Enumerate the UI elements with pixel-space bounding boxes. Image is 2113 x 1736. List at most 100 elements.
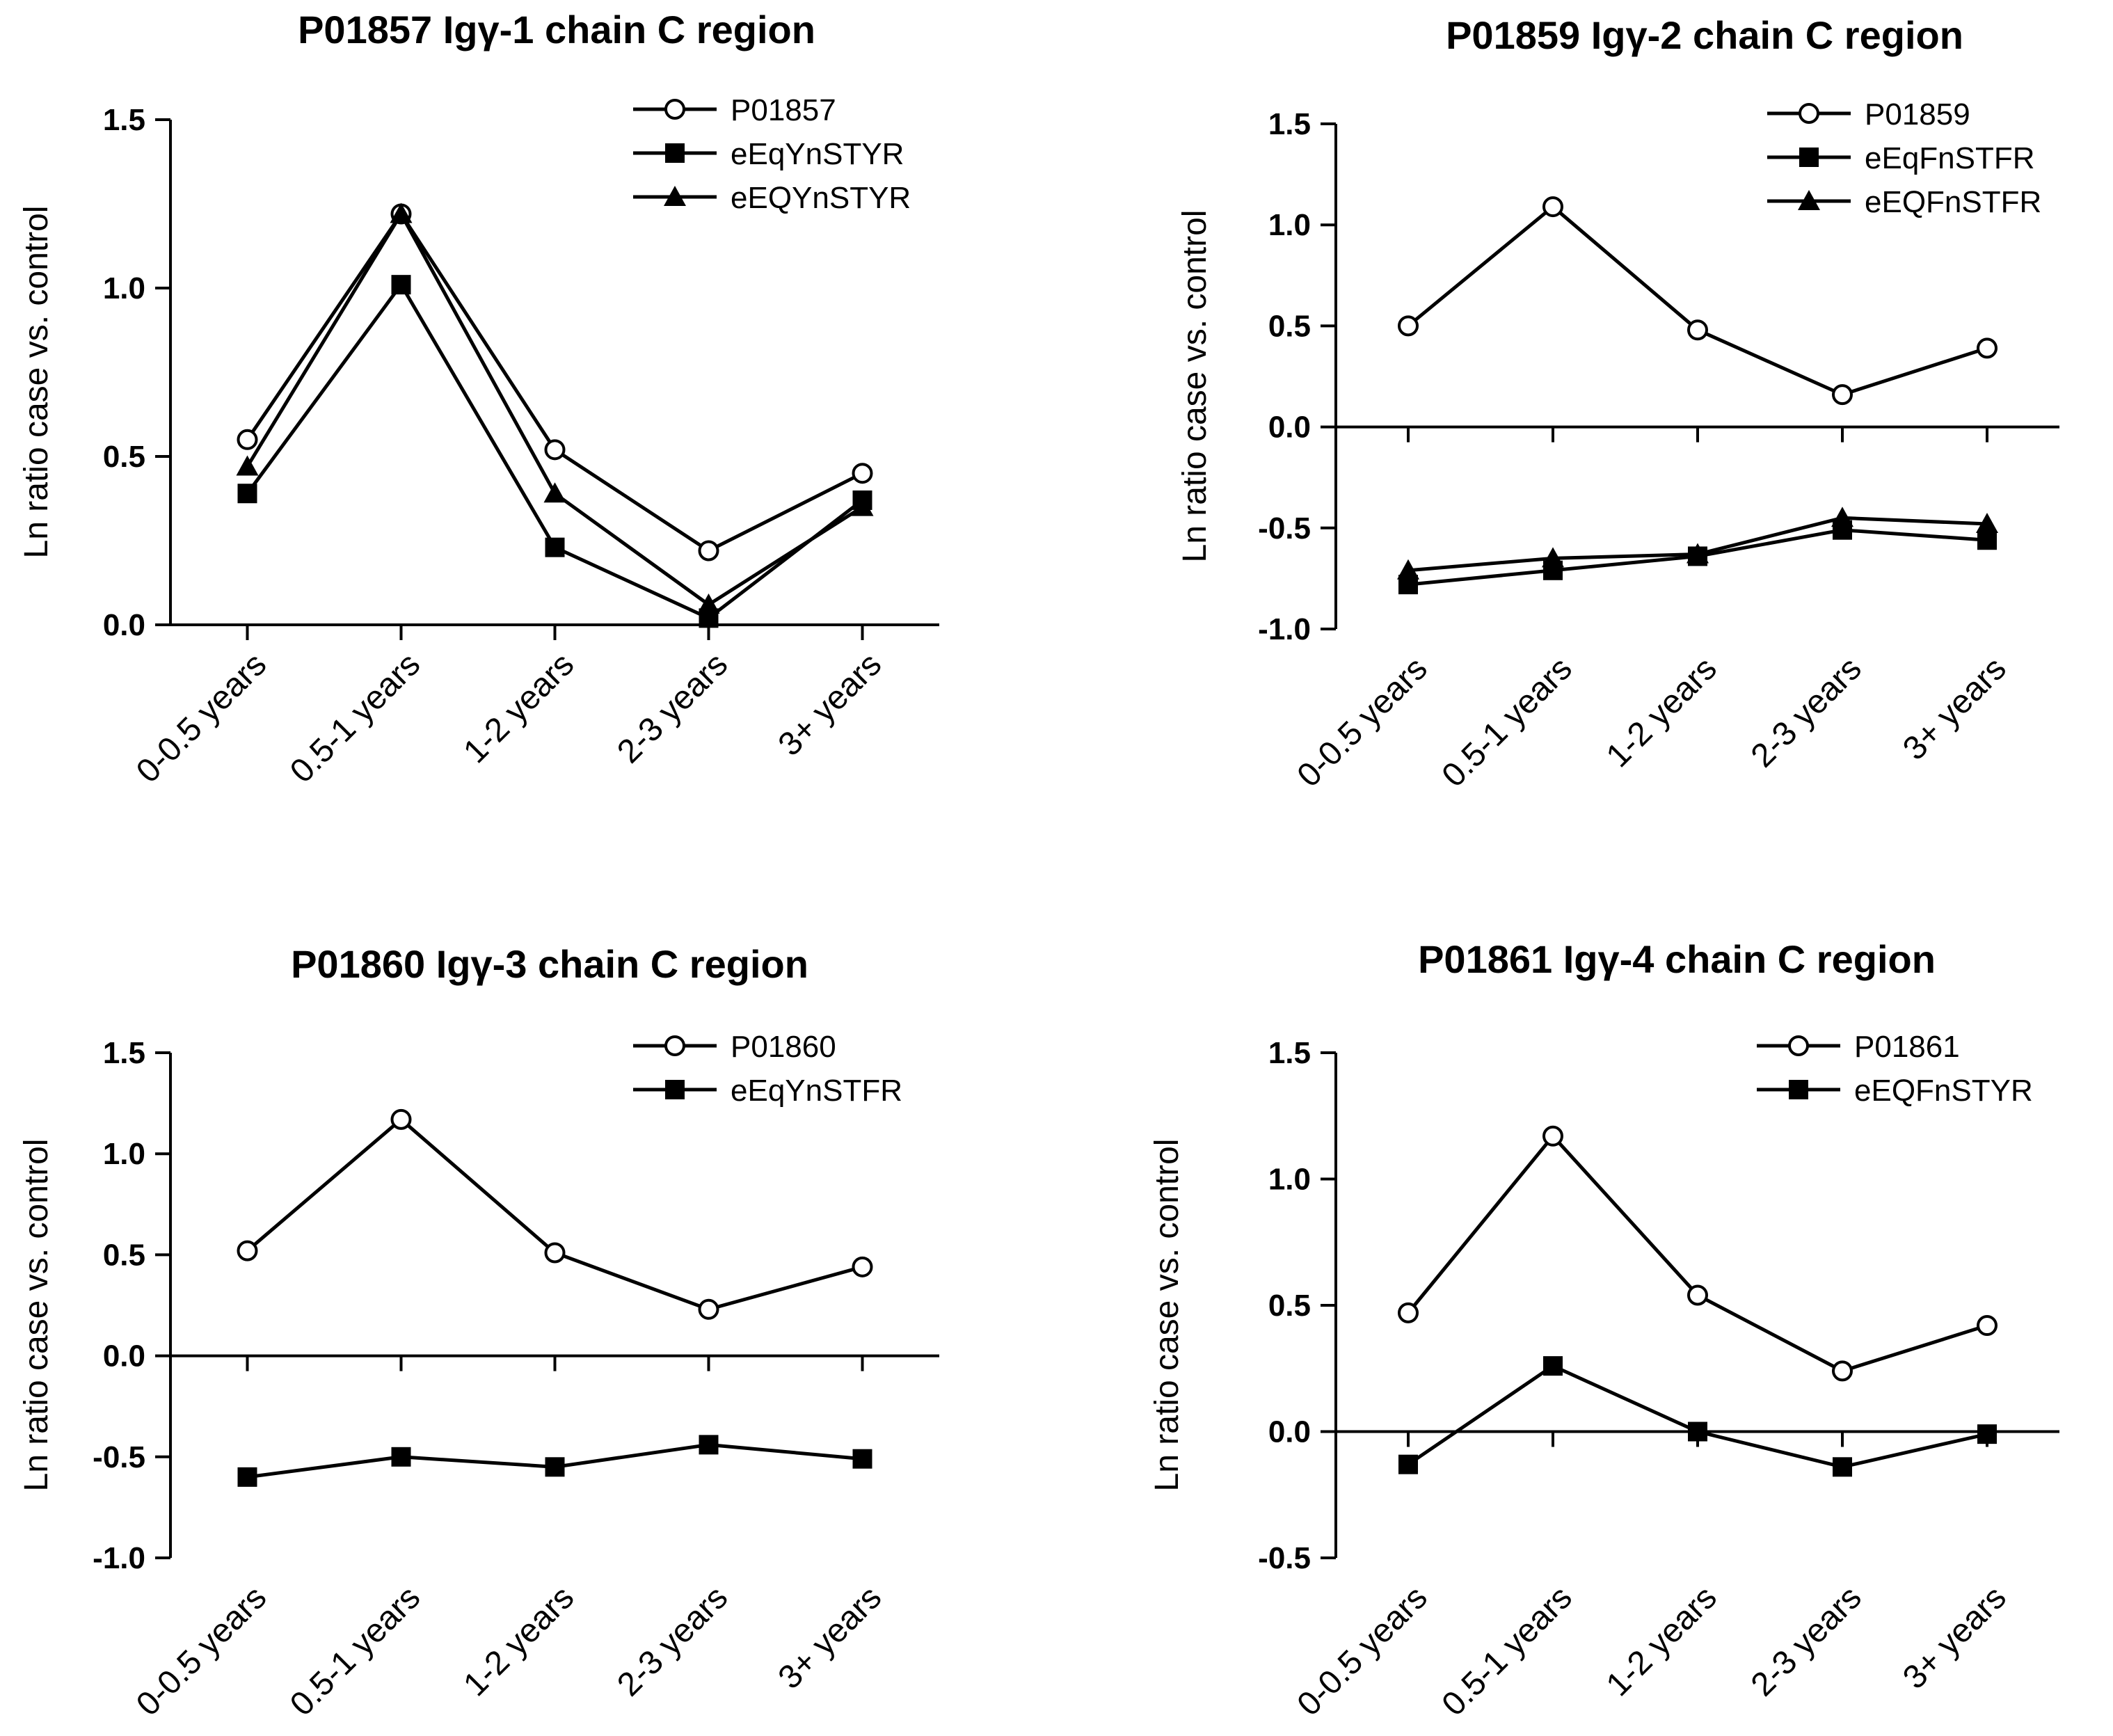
y-axis-label: Ln ratio case vs. control: [18, 206, 55, 559]
chart-panel-igg4: P01861 Igγ-4 chain C region Ln ratio cas…: [1149, 937, 2059, 1723]
x-tick-label: 3+ years: [772, 646, 889, 763]
data-point: [852, 1449, 872, 1469]
chart-title: P01857 Igγ-1 chain C region: [298, 8, 815, 51]
data-point: [1833, 1457, 1852, 1477]
data-point: [1976, 512, 1998, 533]
data-point: [1397, 559, 1419, 580]
y-tick-label: 1.5: [103, 1036, 145, 1070]
data-point: [698, 1298, 719, 1320]
x-tick-label: 0-0.5 years: [1291, 1579, 1435, 1723]
legend-marker: [1788, 1035, 1809, 1056]
y-tick-label: -0.5: [1258, 511, 1311, 546]
x-tick-label: 0-0.5 years: [1291, 650, 1435, 794]
y-tick-label: 1.0: [103, 271, 145, 305]
y-axis-label: Ln ratio case vs. control: [18, 1139, 55, 1492]
y-tick-label: 1.5: [103, 103, 145, 137]
x-tick-label: 3+ years: [772, 1579, 889, 1696]
data-point: [544, 439, 566, 461]
y-axis-label: Ln ratio case vs. control: [1149, 1139, 1186, 1492]
legend-label: eEQFnSTFR: [1865, 185, 2041, 219]
x-tick-label: 2-3 years: [1744, 650, 1869, 774]
data-point: [237, 1240, 258, 1261]
chart-title: P01861 Igγ-4 chain C region: [1418, 937, 1936, 981]
y-tick-label: 0.5: [103, 440, 145, 474]
data-point: [1542, 1125, 1563, 1147]
legend-label: P01859: [1865, 97, 1970, 132]
data-point: [697, 593, 720, 614]
x-tick-label: 2-3 years: [610, 1579, 735, 1703]
legend-label: P01860: [731, 1030, 836, 1064]
legend-marker: [1789, 1080, 1808, 1099]
legend-marker: [1799, 148, 1819, 167]
x-tick-label: 1-2 years: [456, 646, 581, 770]
data-point: [852, 463, 873, 484]
data-point: [237, 429, 258, 450]
data-point: [1687, 543, 1709, 564]
data-point: [1977, 1424, 1997, 1444]
y-tick-label: 0.0: [1268, 411, 1311, 445]
data-point: [1543, 1356, 1563, 1376]
x-tick-label: 0.5-1 years: [1435, 1579, 1579, 1723]
legend-marker: [664, 99, 685, 120]
y-tick-label: -0.5: [1258, 1541, 1311, 1575]
chart-panel-igg3: P01860 Igγ-3 chain C region Ln ratio cas…: [18, 942, 939, 1723]
data-point: [1832, 384, 1853, 406]
data-point: [1542, 196, 1563, 218]
data-point: [390, 202, 413, 223]
data-point: [1687, 1284, 1708, 1306]
x-tick-label: 0.5-1 years: [283, 1579, 427, 1723]
data-point: [1542, 547, 1564, 568]
y-tick-label: 1.0: [1268, 1163, 1311, 1197]
series-line: [1407, 204, 1988, 397]
data-point: [543, 482, 566, 503]
x-tick-label: 2-3 years: [1744, 1579, 1869, 1703]
data-point: [851, 495, 874, 516]
data-point: [1831, 507, 1853, 527]
series-line: [246, 1117, 863, 1312]
chart-panel-igg2: P01859 Igγ-2 chain C region Ln ratio cas…: [1177, 13, 2059, 795]
legend-marker: [1798, 190, 1820, 210]
legend-label: P01861: [1854, 1030, 1960, 1064]
data-point: [698, 540, 719, 562]
y-tick-label: -1.0: [93, 1541, 145, 1575]
y-tick-label: 0.5: [1268, 1289, 1311, 1323]
data-point: [1977, 1315, 1998, 1337]
data-point: [391, 275, 411, 295]
data-point: [390, 1108, 412, 1130]
x-tick-label: 0-0.5 years: [129, 646, 273, 790]
y-tick-label: 0.0: [1268, 1415, 1311, 1449]
y-tick-label: 0.0: [103, 608, 145, 642]
data-point: [544, 1242, 566, 1264]
data-point: [236, 455, 259, 476]
chart-title: P01859 Igγ-2 chain C region: [1446, 13, 1963, 57]
legend-marker: [665, 1080, 685, 1099]
y-tick-label: -1.0: [1258, 612, 1311, 646]
y-tick-label: 1.0: [103, 1137, 145, 1171]
data-point: [545, 1457, 565, 1477]
x-tick-label: 0.5-1 years: [283, 646, 427, 790]
legend-marker: [664, 1035, 685, 1056]
x-tick-label: 0.5-1 years: [1435, 650, 1579, 794]
x-tick-label: 1-2 years: [1600, 1579, 1724, 1703]
y-tick-label: 0.5: [103, 1238, 145, 1272]
x-tick-label: 3+ years: [1896, 1579, 2014, 1696]
chart-title: P01860 Igγ-3 chain C region: [291, 942, 808, 986]
legend-label: P01857: [731, 93, 836, 127]
data-point: [1977, 337, 1998, 359]
data-point: [391, 1447, 411, 1467]
data-point: [1398, 315, 1419, 337]
data-point: [1398, 1454, 1418, 1474]
data-point: [1687, 319, 1708, 341]
chart-panel-igg1: P01857 Igγ-1 chain C region Ln ratio cas…: [18, 8, 939, 790]
series-line: [1407, 1364, 1988, 1469]
data-point: [545, 537, 565, 557]
legend-marker: [664, 186, 686, 206]
data-point: [237, 1467, 257, 1487]
legend-marker: [1799, 103, 1819, 124]
x-tick-label: 1-2 years: [456, 1579, 581, 1703]
legend-marker: [665, 143, 685, 163]
legend-label: eEqYnSTYR: [731, 137, 904, 171]
y-tick-label: 0.0: [103, 1339, 145, 1373]
data-point: [237, 484, 257, 504]
